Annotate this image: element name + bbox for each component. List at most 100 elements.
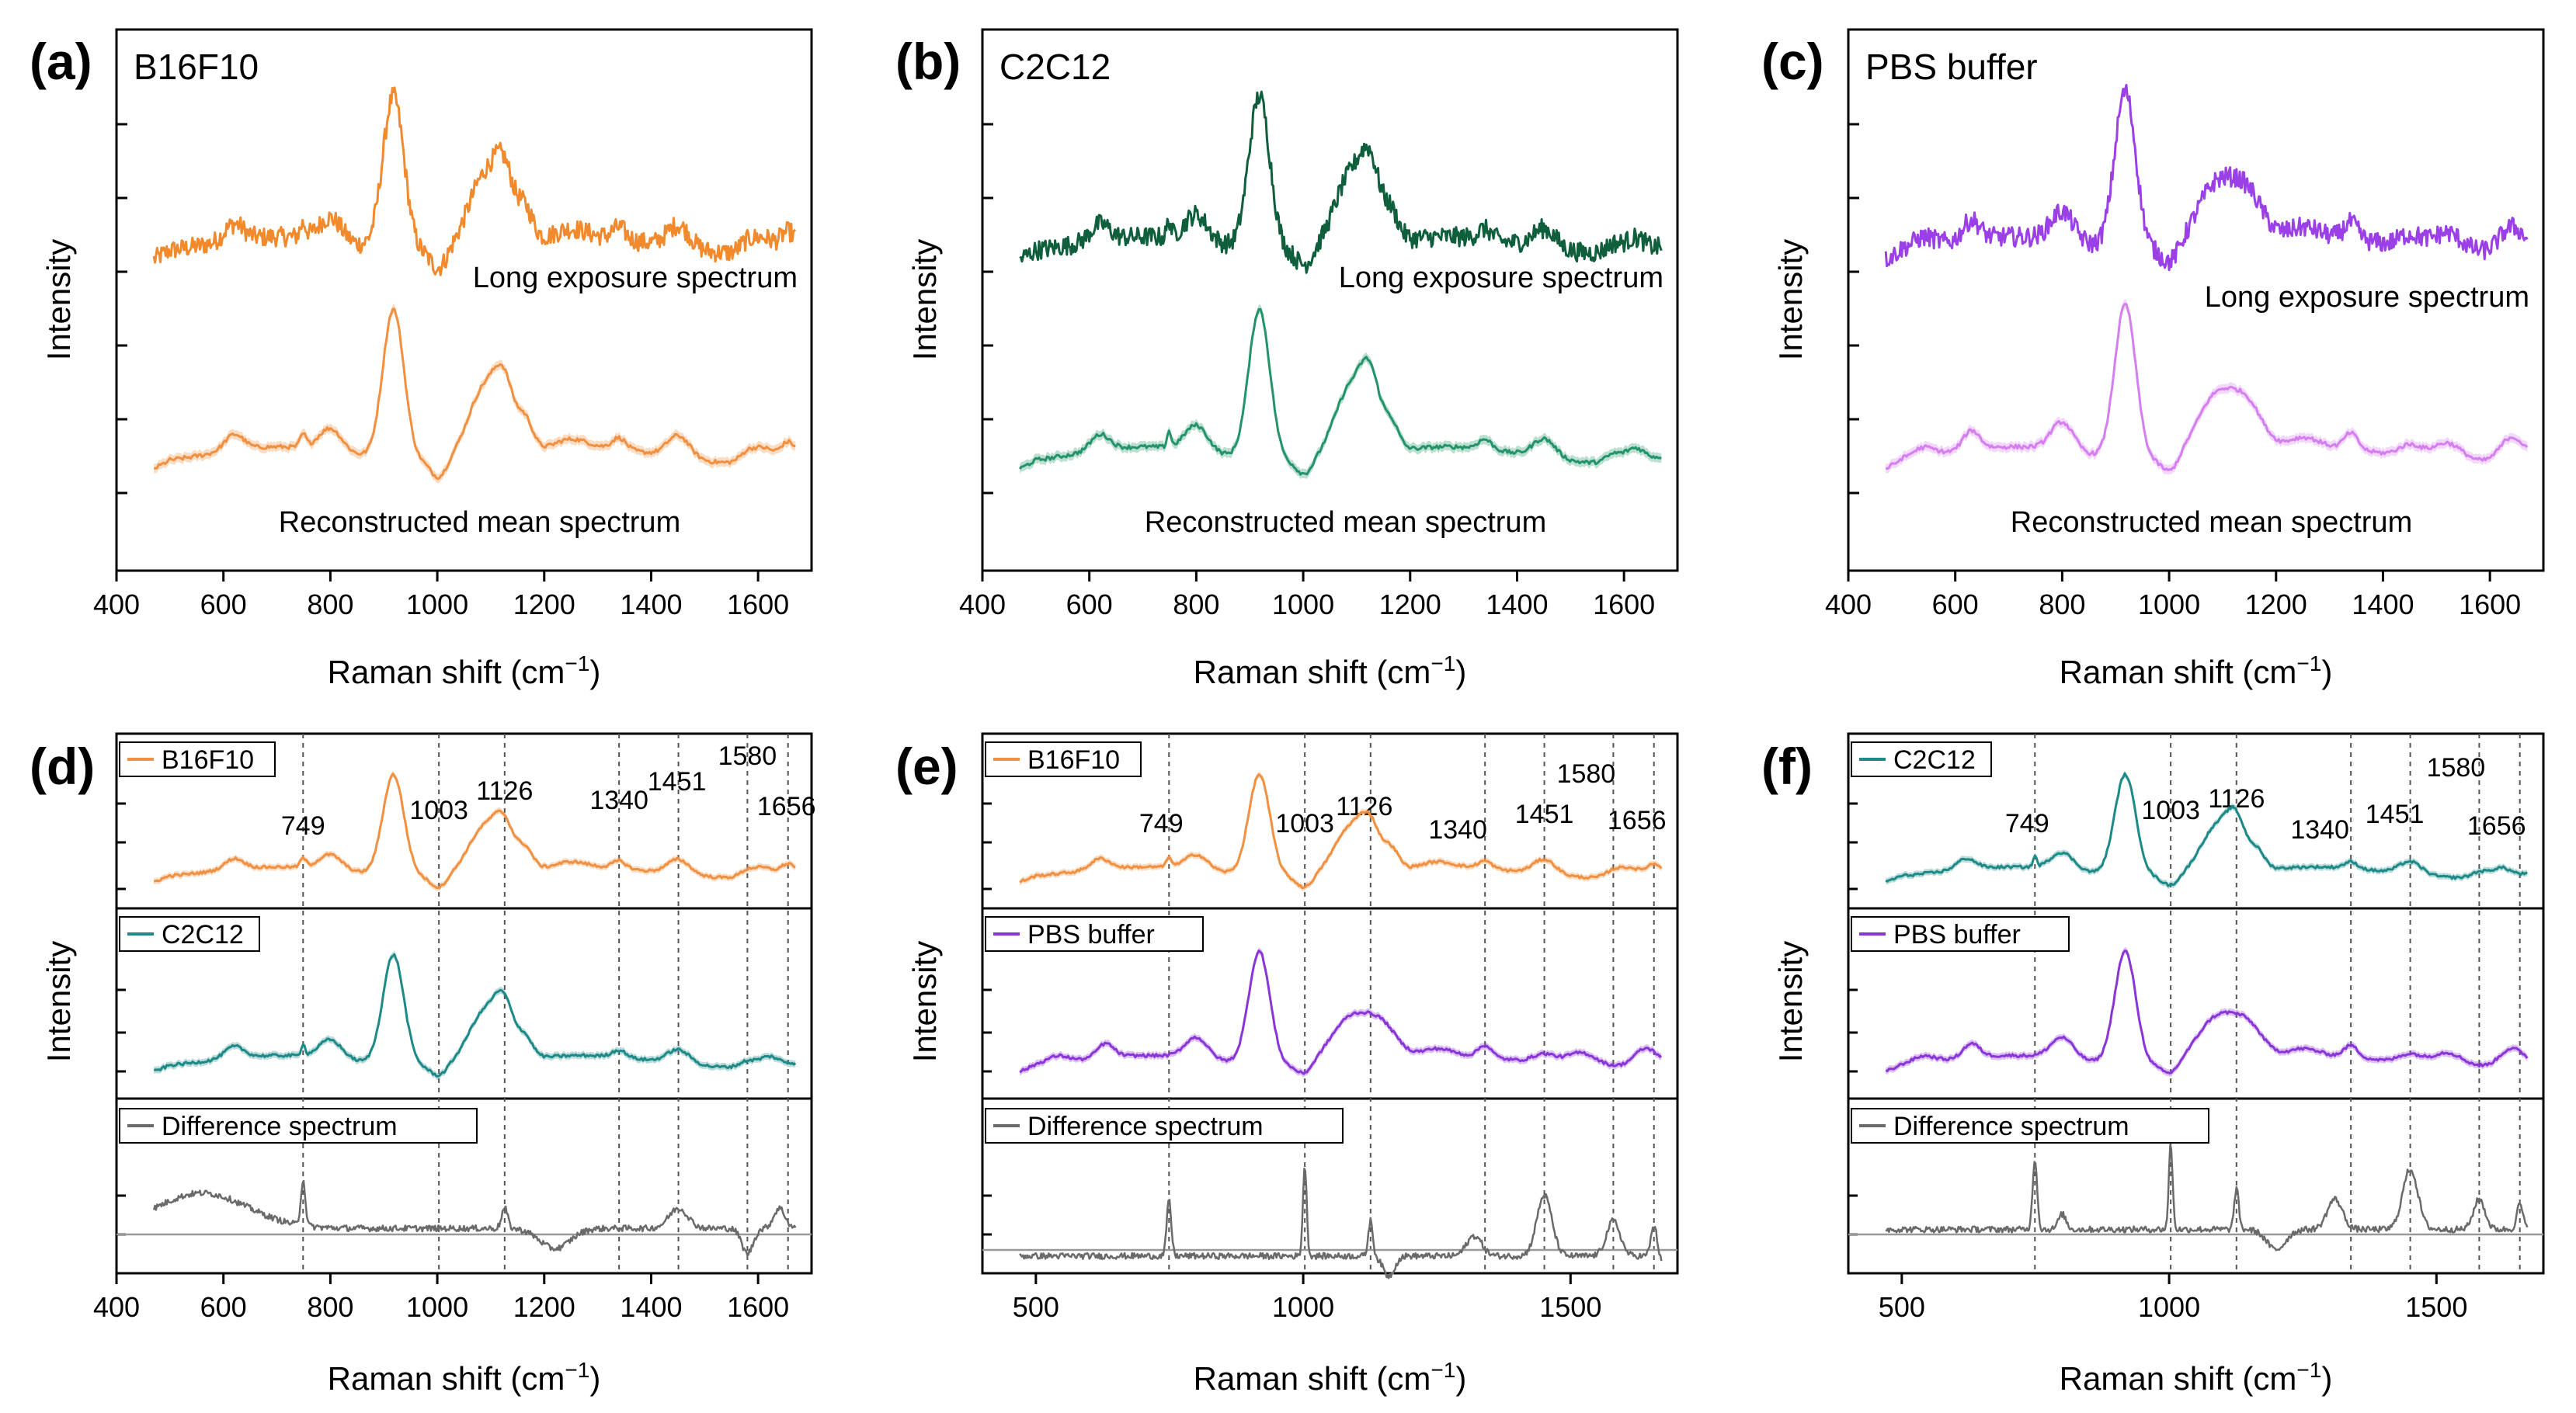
panel-b-frame: [981, 28, 1679, 572]
panel-e-peak-label: 1451: [1515, 800, 1574, 829]
panel-e-peak-label: 1580: [1557, 759, 1616, 789]
panel-f-peak-label: 749: [2005, 809, 2049, 838]
panel-a-xtick-label: 800: [307, 588, 353, 620]
panel-a-xtick-label: 600: [200, 588, 247, 620]
panel-c-xtick-label: 400: [1825, 588, 1872, 620]
panel-e-legend-b-text: PBS buffer: [1027, 920, 1155, 950]
panel-c-xtick-label: 1200: [2245, 588, 2307, 620]
panel-f-legend-a-text: C2C12: [1893, 745, 1976, 775]
panel-c-xtick-label: 1000: [2138, 588, 2200, 620]
panel-c-xtick-label: 1600: [2459, 588, 2521, 620]
panel-c-letter: (c): [1761, 33, 1824, 90]
panel-f-xtick-label: 500: [1879, 1291, 1925, 1323]
panel-a-xlabel: Raman shift (cm−1): [328, 651, 601, 690]
panel-f-peak-label: 1580: [2427, 753, 2486, 783]
panel-e-xlabel: Raman shift (cm−1): [1194, 1358, 1467, 1397]
panel-b-xtick-label: 1400: [1486, 588, 1548, 620]
panel-d-peak-label: 1126: [476, 776, 533, 806]
panel-a-reconstructed-line: [153, 307, 796, 481]
panel-f-legend-diff-text: Difference spectrum: [1893, 1112, 2129, 1141]
panel-d-series-b-line-band: [154, 950, 796, 1080]
panel-a-letter: (a): [30, 33, 92, 90]
panel-f-difference-line: [1885, 1144, 2529, 1252]
panel-a-long-exposure-line: [152, 86, 797, 276]
panel-c-title: PBS buffer: [1865, 47, 2038, 87]
panel-d-xtick-label: 1200: [513, 1291, 575, 1323]
panel-f-series-a-line-band: [1886, 770, 2528, 890]
panel-f-frame: [1847, 732, 2545, 1275]
panel-e-peak-label: 1340: [1428, 815, 1487, 845]
panel-d-xtick-label: 1400: [620, 1291, 682, 1323]
panel-c-recon-label: Reconstructed mean spectrum: [2011, 506, 2412, 539]
panel-e-legend-diff-text: Difference spectrum: [1027, 1112, 1264, 1141]
panel-b-recon-label: Reconstructed mean spectrum: [1145, 506, 1546, 539]
panel-f-series-a-line: [1885, 772, 2528, 887]
panel-d-peak-label: 1340: [589, 786, 648, 815]
panel-a-xtick-label: 1600: [727, 588, 789, 620]
panel-d-legend-a-text: B16F10: [162, 745, 254, 775]
panel-d-xtick-label: 600: [200, 1291, 247, 1323]
panel-e-legend-a-text: B16F10: [1027, 745, 1120, 775]
panel-b-letter: (b): [895, 33, 961, 90]
panel-e-legend-diff-box: [985, 1108, 1344, 1144]
panel-d-frame: [115, 732, 813, 1275]
panel-e-ylabel: Intensity: [906, 941, 943, 1062]
panel-b-xtick-label: 600: [1066, 588, 1113, 620]
panel-b-long-exposure-line: [1019, 90, 1663, 274]
panel-c-long-exposure-line: [1884, 84, 2529, 272]
panel-f-series-b-line: [1885, 950, 2529, 1075]
panel-e-peak-label: 1126: [1336, 792, 1392, 821]
panel-b-reconstructed-line: [1018, 307, 1662, 476]
panel-c-xlabel: Raman shift (cm−1): [2060, 651, 2333, 690]
panel-c-xtick-label: 1400: [2352, 588, 2414, 620]
panel-d-xtick-label: 1000: [406, 1291, 468, 1323]
panel-e-legend-a-box: [985, 741, 1142, 777]
panel-d-series-a-line: [153, 772, 796, 890]
panel-d-peak-label: 1003: [409, 796, 468, 825]
panel-d-difference-line: [152, 1179, 797, 1257]
panel-b-xtick-label: 800: [1173, 588, 1219, 620]
panel-e-xtick-label: 1000: [1272, 1291, 1334, 1323]
panel-d-legend-b-text: C2C12: [162, 920, 244, 950]
panel-f-xtick-label: 1500: [2405, 1291, 2467, 1323]
panel-d-letter: (d): [30, 738, 95, 795]
panel-b-ylabel: Intensity: [906, 239, 943, 360]
panel-e-peak-label: 749: [1139, 809, 1184, 838]
panel-c-reconstructed-line: [1885, 303, 2529, 471]
panel-d-xtick-label: 400: [93, 1291, 140, 1323]
panel-e-letter: (e): [895, 738, 958, 795]
panel-d-legend-diff-box: [119, 1108, 478, 1144]
panel-c-frame: [1847, 28, 2545, 572]
panel-a-xtick-label: 1200: [513, 588, 575, 620]
panel-e-legend-b-box: [985, 916, 1204, 952]
panel-b-title: C2C12: [999, 47, 1111, 87]
panel-f-xlabel: Raman shift (cm−1): [2060, 1358, 2333, 1397]
panel-d-peak-label: 1656: [757, 792, 816, 821]
panel-b-xtick-label: 1600: [1593, 588, 1655, 620]
panel-e-difference-line: [1019, 1167, 1663, 1279]
panel-c-xtick-label: 800: [2039, 588, 2085, 620]
panel-f-legend-diff-box: [1851, 1108, 2209, 1144]
panel-b-xlabel: Raman shift (cm−1): [1194, 651, 1467, 690]
panel-d-legend-diff-text: Difference spectrum: [162, 1112, 398, 1141]
panel-e-series-a-line: [1019, 773, 1663, 890]
panel-d-series-b-line: [153, 953, 797, 1078]
panel-a-long-label: Long exposure spectrum: [473, 262, 798, 294]
panel-b-xtick-label: 1000: [1272, 588, 1334, 620]
panel-a-xtick-label: 1400: [620, 588, 682, 620]
panel-d-series-a-line-band: [154, 770, 796, 891]
panel-a-recon-label: Reconstructed mean spectrum: [279, 506, 680, 539]
panel-f-letter: (f): [1761, 738, 1813, 795]
panel-f-peak-label: 1451: [2366, 800, 2425, 829]
panel-b-long-label: Long exposure spectrum: [1339, 262, 1663, 294]
panel-d-xtick-label: 800: [307, 1291, 353, 1323]
panel-b-reconstructed-line-band: [1020, 304, 1662, 480]
panel-f-ylabel: Intensity: [1772, 941, 1809, 1062]
panel-e-frame: [981, 732, 1679, 1275]
panel-e-xtick-label: 1500: [1539, 1291, 1601, 1323]
panel-a-reconstructed-line-band: [154, 304, 796, 484]
panel-c-xtick-label: 600: [1932, 588, 1979, 620]
panel-b-xtick-label: 400: [959, 588, 1006, 620]
panel-d-peak-label: 1580: [718, 741, 777, 771]
